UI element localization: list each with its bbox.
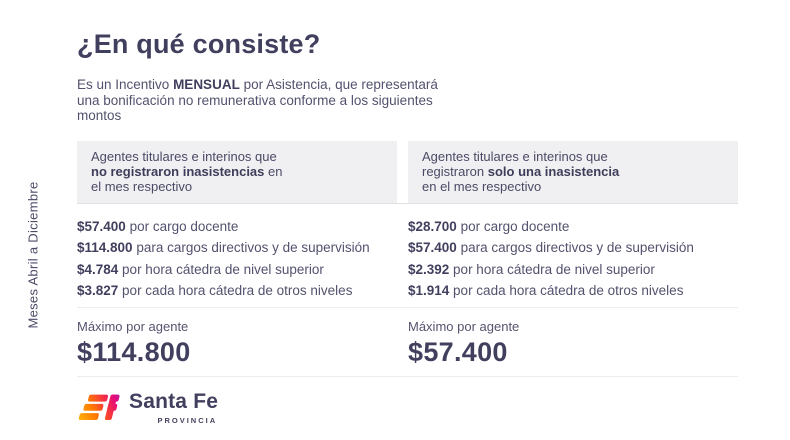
amount-value: $57.400	[408, 240, 457, 255]
divider-bottom	[77, 375, 738, 377]
amount-description: por cada hora cátedra de otros niveles	[449, 283, 684, 298]
divider-middle	[77, 306, 738, 308]
intro-pre: Es un Incentivo	[77, 77, 174, 92]
right-header-bold: solo una inasistencia	[487, 163, 620, 179]
amount-description: por hora cátedra de nivel superior	[449, 261, 655, 277]
max-value: $114.800	[77, 336, 191, 367]
max-label: Máximo por agente	[408, 318, 520, 334]
amount-value: $57.400	[77, 218, 126, 234]
left-header-pre: Agentes titulares e interinos que	[91, 148, 277, 164]
amount-value: $1.914	[408, 283, 450, 298]
max-per-agent-row: Máximo por agente $114.800 Máximo por ag…	[77, 308, 738, 368]
page-title: ¿En qué consiste?	[77, 29, 321, 59]
amount-item: $114.800 para cargos directivos y de sup…	[77, 237, 397, 259]
footer: Santa Fe PROVINCIA	[77, 389, 738, 425]
left-column-header: Agentes titulares e interinos que no reg…	[77, 140, 397, 203]
amount-description: por cada hora cátedra de otros niveles	[118, 283, 353, 298]
amount-item: $57.400 para cargos directivos y de supe…	[408, 237, 738, 259]
amount-description: para cargos directivos y de supervisión	[456, 240, 694, 255]
intro-post: por Asistencia, que representará una bon…	[77, 77, 438, 123]
amount-description: por hora cátedra de nivel superior	[118, 261, 324, 277]
amount-item: $2.392 por hora cátedra de nivel superio…	[408, 259, 738, 281]
amount-item: $4.784 por hora cátedra de nivel superio…	[77, 259, 397, 281]
brand-subtitle: PROVINCIA	[157, 415, 218, 425]
santa-fe-logo-icon	[78, 394, 120, 420]
max-label: Máximo por agente	[77, 318, 189, 334]
amount-value: $2.392	[408, 261, 450, 277]
amount-item: $3.827 por cada hora cátedra de otros ni…	[77, 280, 397, 302]
amount-value: $4.784	[77, 261, 119, 277]
amount-value: $3.827	[77, 283, 119, 298]
left-header-post: en el mes respectivo	[91, 163, 283, 195]
amount-item: $28.700 por cargo docente	[408, 216, 738, 238]
brand-name: Santa Fe	[129, 389, 219, 413]
amount-item: $57.400 por cargo docente	[77, 216, 397, 238]
right-header-post: en el mes respectivo	[422, 179, 542, 195]
santa-fe-logo: Santa Fe PROVINCIA	[77, 389, 738, 425]
right-max-block: Máximo por agente $57.400	[408, 308, 738, 368]
content-area: ¿En qué consiste? Es un Incentivo MENSUA…	[77, 28, 738, 425]
amount-item: $1.914 por cada hora cátedra de otros ni…	[408, 280, 738, 302]
left-header-bold: no registraron inasistencias	[91, 163, 265, 179]
left-amount-list: $57.400 por cargo docente $114.800 para …	[77, 204, 397, 307]
right-header-pre: Agentes titulares e interinos que regist…	[422, 148, 608, 179]
column-headers-row: Agentes titulares e interinos que no reg…	[77, 140, 738, 203]
max-value: $57.400	[408, 336, 508, 367]
amount-lists-row: $57.400 por cargo docente $114.800 para …	[77, 204, 738, 307]
left-max-block: Máximo por agente $114.800	[77, 308, 397, 368]
amount-description: por cargo docente	[456, 218, 570, 234]
logo-text: Santa Fe PROVINCIA	[129, 389, 219, 425]
right-column-header: Agentes titulares e interinos que regist…	[408, 140, 738, 203]
vertical-sidebar-label: Meses Abril a Diciembre	[25, 181, 41, 329]
intro-text: Es un Incentivo MENSUAL por Asistencia, …	[77, 77, 497, 124]
amount-description: para cargos directivos y de supervisión	[132, 240, 370, 255]
amount-description: por cargo docente	[125, 218, 239, 234]
amount-value: $28.700	[408, 218, 457, 234]
intro-bold: MENSUAL	[173, 77, 240, 92]
right-amount-list: $28.700 por cargo docente $57.400 para c…	[408, 204, 738, 307]
divider-top	[77, 202, 738, 204]
amount-value: $114.800	[77, 240, 133, 255]
